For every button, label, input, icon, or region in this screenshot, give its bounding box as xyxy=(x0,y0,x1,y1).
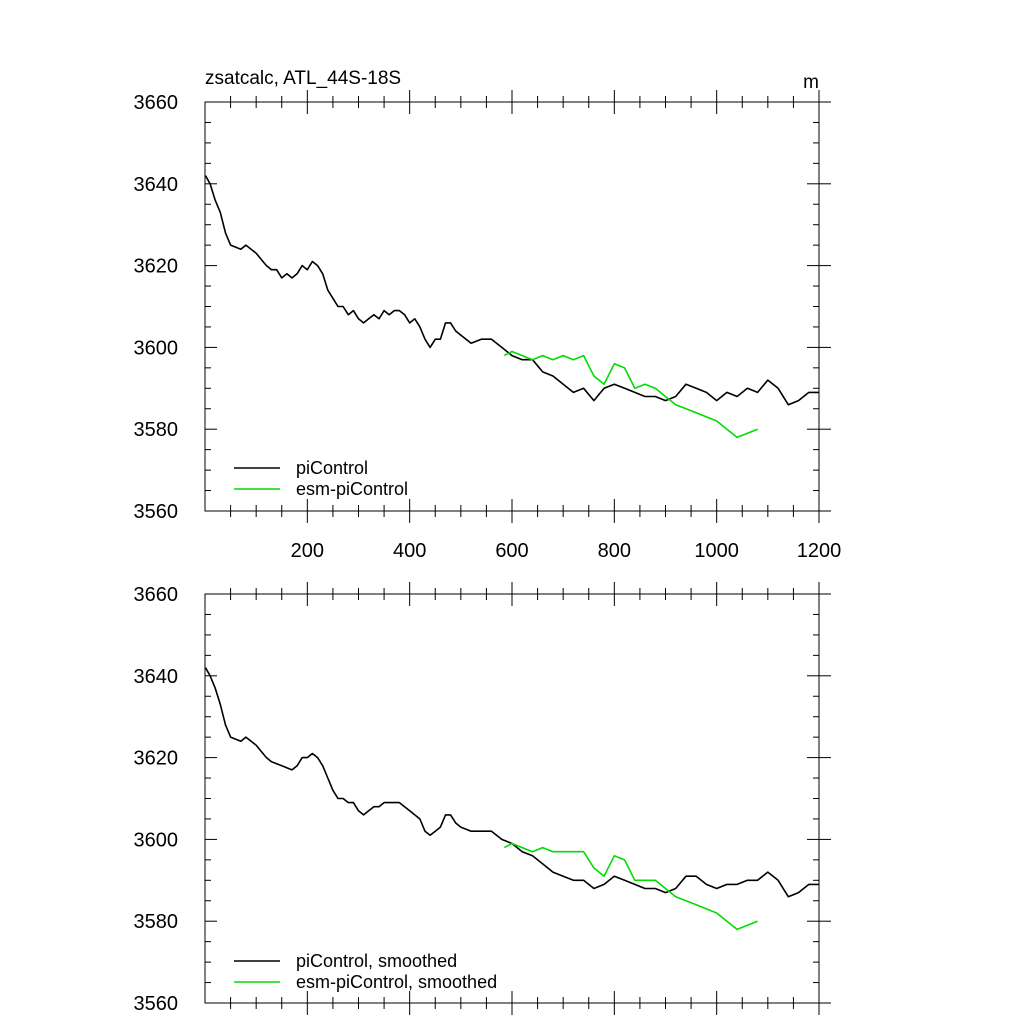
series-line-1 xyxy=(204,175,819,406)
series-line-1 xyxy=(204,667,819,898)
legend-label: esm-piControl, smoothed xyxy=(296,972,497,992)
x-tick-label: 200 xyxy=(291,540,324,562)
y-tick-label: 3660 xyxy=(134,584,179,606)
x-tick-label: 1000 xyxy=(694,540,739,562)
x-tick-label: 800 xyxy=(598,540,631,562)
x-tick-label: 1200 xyxy=(797,540,842,562)
y-tick-label: 3660 xyxy=(134,92,179,114)
series-line-2 xyxy=(503,350,758,439)
panel-2: 3560 3580 3600 3620 3640 3660 piControl, smoot… xyxy=(134,582,831,1015)
x-tick-label: 600 xyxy=(495,540,528,562)
y-tick-label: 3600 xyxy=(134,337,179,359)
legend-label: esm-piControl xyxy=(296,479,408,499)
units-label: m xyxy=(803,72,819,93)
y-tick-label: 3580 xyxy=(134,911,179,933)
y-tick-label: 3580 xyxy=(134,419,179,441)
legend-label: piControl xyxy=(296,458,368,478)
legend-label: piControl, smoothed xyxy=(296,951,457,971)
y-tick-label: 3640 xyxy=(134,666,179,688)
y-tick-label: 3620 xyxy=(134,748,179,770)
series-line-2 xyxy=(503,842,758,931)
y-tick-label: 3640 xyxy=(134,174,179,196)
y-tick-label: 3620 xyxy=(134,256,179,278)
chart-title: zsatcalc, ATL_44S-18S xyxy=(205,68,401,89)
y-tick-label: 3560 xyxy=(134,501,179,523)
y-tick-label: 3560 xyxy=(134,993,179,1015)
x-tick-label: 400 xyxy=(393,540,426,562)
panel-1: 200 400 600 800 1000 1200 3560 3580 3600 3620 3640… xyxy=(134,68,842,562)
y-tick-label: 3600 xyxy=(134,829,179,851)
